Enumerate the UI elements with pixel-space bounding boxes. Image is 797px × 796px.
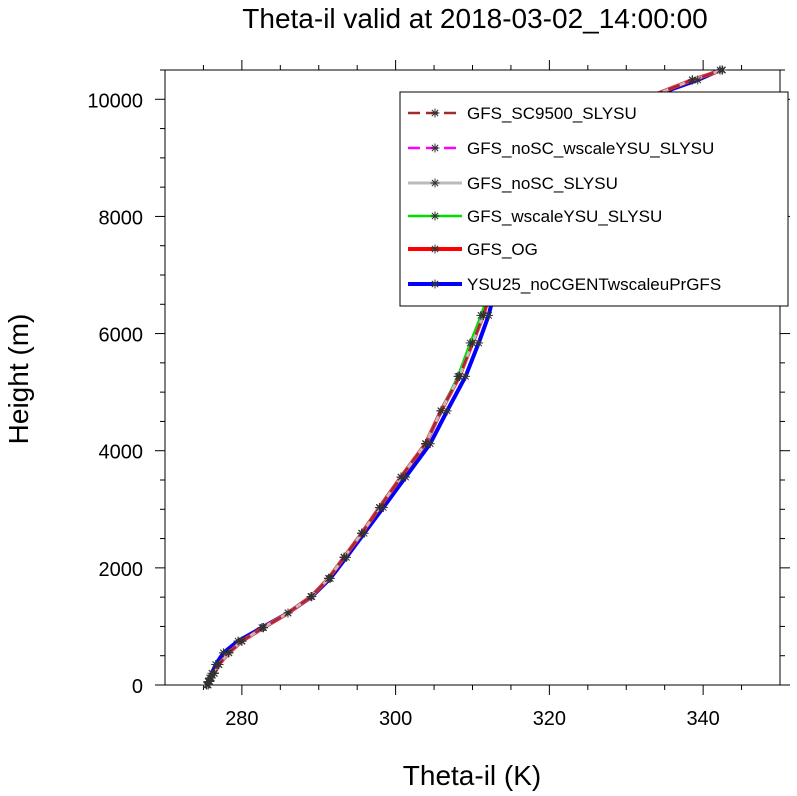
x-tick-label: 340 [686, 708, 719, 730]
x-tick-label: 280 [225, 708, 258, 730]
data-point-marker [307, 592, 317, 602]
data-point-marker [218, 648, 228, 658]
legend: GFS_SC9500_SLYSU GFS_noSC_wscaleYSU_SLYSU… [399, 91, 789, 307]
legend-marker [430, 211, 440, 221]
data-point-marker [378, 503, 388, 513]
legend-label-6: YSU25_noCGENTwscaleuPrGFS [467, 275, 721, 294]
data-point-marker [211, 660, 221, 669]
tick-labels: 280 300 320 340 0 2000 4000 6000 8000 10000 [87, 90, 719, 730]
legend-label-2: GFS_noSC_wscaleYSU_SLYSU [467, 139, 714, 158]
y-tick-label: 10000 [87, 90, 143, 112]
legend-label-5: GFS_OG [467, 240, 538, 259]
data-point-marker [693, 75, 703, 85]
legend-label-4: GFS_wscaleYSU_SLYSU [467, 207, 662, 226]
y-tick-label: 8000 [99, 207, 144, 229]
legend-marker [430, 178, 440, 188]
data-point-marker [203, 676, 213, 686]
legend-label-3: GFS_noSC_SLYSU [467, 174, 618, 193]
legend-marker [430, 279, 440, 289]
data-point-marker [425, 439, 435, 449]
data-point-marker [461, 371, 471, 381]
y-tick-label: 0 [132, 676, 143, 698]
data-point-marker [202, 680, 212, 690]
axis-ticks [155, 60, 790, 695]
x-tick-label: 320 [533, 708, 566, 730]
data-point-marker [359, 528, 369, 538]
data-point-marker [325, 573, 335, 583]
legend-marker [430, 244, 440, 254]
data-point-marker [257, 623, 267, 633]
legend-label-1: GFS_SC9500_SLYSU [467, 104, 637, 123]
data-point-marker [478, 310, 488, 320]
data-point-marker [484, 310, 494, 320]
data-point-marker [233, 636, 243, 646]
legend-marker [430, 143, 440, 153]
x-tick-label: 300 [379, 708, 412, 730]
y-tick-label: 4000 [99, 442, 144, 464]
y-tick-label: 2000 [99, 559, 144, 581]
chart-title: Theta-il valid at 2018-03-02_14:00:00 [242, 3, 707, 34]
data-point-marker [474, 338, 484, 348]
data-point-marker [283, 608, 293, 618]
legend-marker [430, 108, 440, 118]
x-axis-label: Theta-il (K) [403, 760, 541, 791]
data-point-marker [401, 472, 411, 482]
y-axis-label: Height (m) [3, 314, 34, 445]
data-point-marker [715, 65, 725, 75]
data-point-marker [442, 406, 452, 416]
data-point-marker [207, 668, 217, 678]
y-tick-label: 6000 [99, 325, 144, 347]
legend-box [399, 91, 789, 307]
data-point-marker [341, 552, 351, 562]
